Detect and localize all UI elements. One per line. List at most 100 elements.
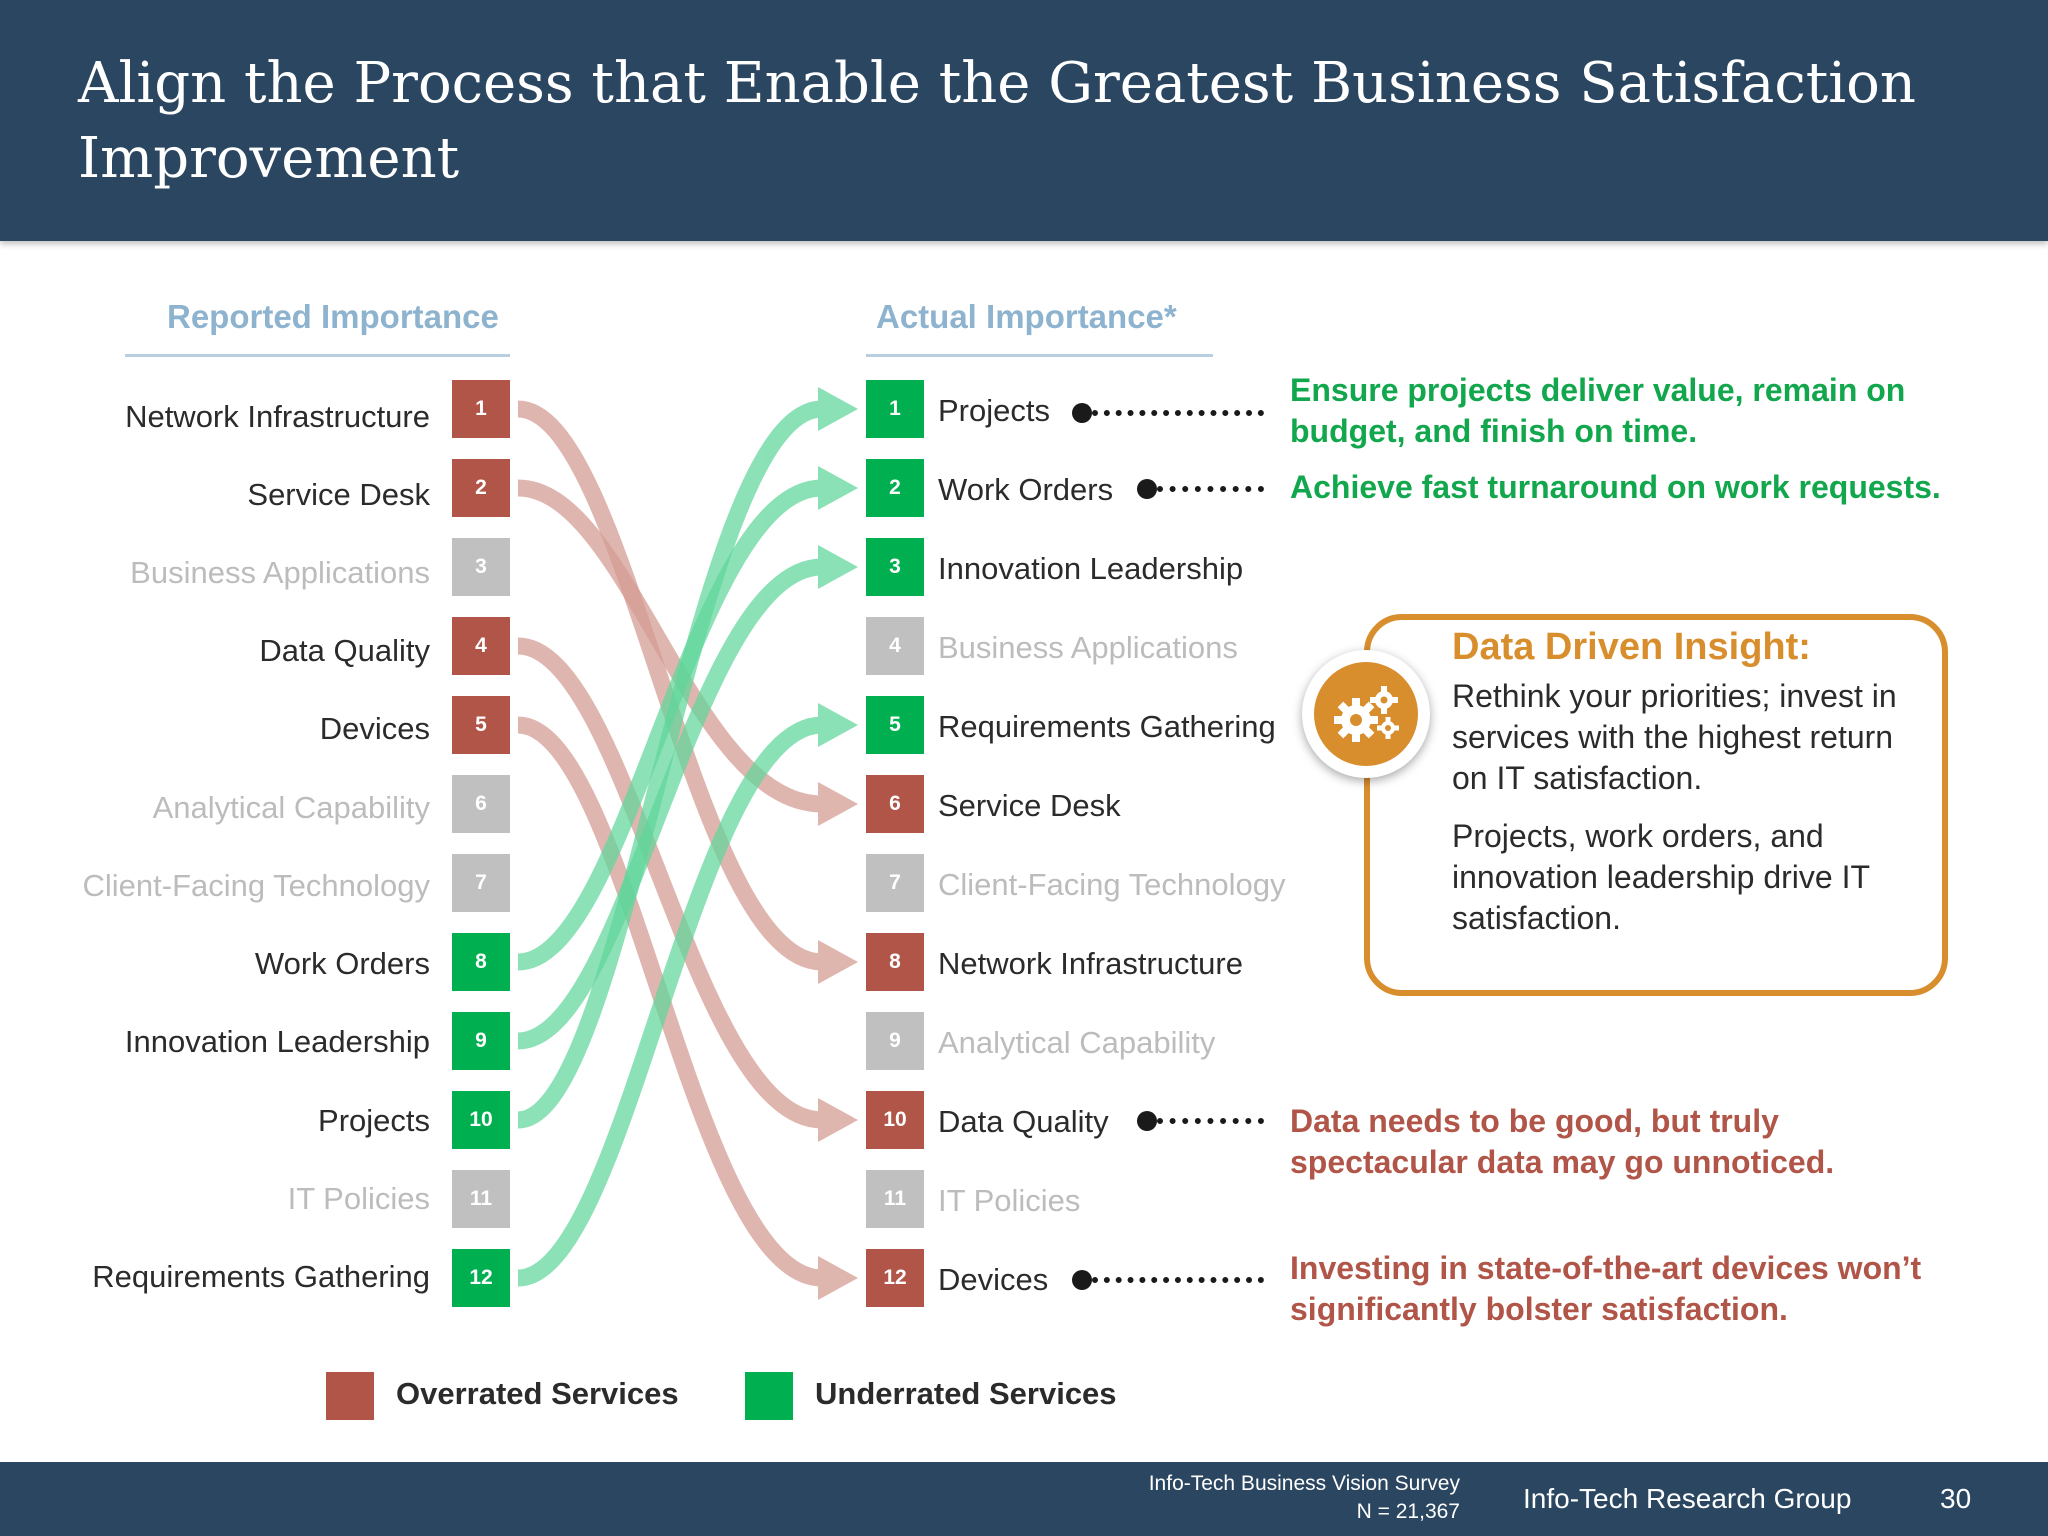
work-orders-connector-line <box>1157 486 1264 492</box>
flow-arrowhead <box>818 782 858 826</box>
devices-connector-dot <box>1072 1270 1092 1290</box>
flow-arrow-underrated <box>516 703 858 1287</box>
reported-rank-badge: 11 <box>452 1170 510 1228</box>
flow-arrowhead <box>818 940 858 984</box>
reported-item-label: Innovation Leadership <box>124 1024 430 1059</box>
flow-path <box>516 400 823 971</box>
reported-rank-badge: 7 <box>452 854 510 912</box>
reported-item-label: Business Applications <box>130 555 430 590</box>
actual-item-label: Work Orders <box>938 472 1114 507</box>
reported-rank-badge: 5 <box>452 696 510 754</box>
legend-overrated-label: Overrated Services <box>396 1376 679 1411</box>
actual-item-label: Devices <box>938 1262 1049 1297</box>
reported-item-label: Service Desk <box>247 477 430 512</box>
reported-item-label: IT Policies <box>287 1181 430 1216</box>
flow-path <box>516 637 823 1129</box>
actual-item-label: Analytical Capability <box>938 1025 1216 1060</box>
reported-importance-header: Reported Importance <box>167 298 499 335</box>
reported-item-label: Requirements Gathering <box>92 1259 430 1294</box>
actual-item-label: Network Infrastructure <box>938 946 1243 981</box>
devices-connector-line <box>1092 1277 1264 1283</box>
flow-arrowhead <box>818 466 858 510</box>
actual-rank-badge: 2 <box>866 459 924 517</box>
legend-underrated-label: Underrated Services <box>815 1376 1117 1411</box>
insight-paragraph-1: Rethink your priorities; invest in servi… <box>1452 678 1897 796</box>
actual-rank-badge: 6 <box>866 775 924 833</box>
reported-item-label: Work Orders <box>254 946 430 981</box>
actual-rank-badge: 8 <box>866 933 924 991</box>
actual-item-label: Requirements Gathering <box>938 709 1276 744</box>
page-title: Align the Process that Enable the Greate… <box>78 51 1916 191</box>
actual-rank-badge: 10 <box>866 1091 924 1149</box>
flow-arrow-overrated <box>516 400 858 984</box>
work-orders-connector-dot <box>1137 479 1157 499</box>
flow-arrow-underrated <box>516 466 858 971</box>
data-quality-connector-line <box>1157 1118 1264 1124</box>
projects-note-line: budget, and finish on time. <box>1290 413 1698 449</box>
reported-rank-badge: 12 <box>452 1249 510 1307</box>
reported-rank-badge: 6 <box>452 775 510 833</box>
reported-header-underline <box>125 354 510 357</box>
actual-rank-badge: 9 <box>866 1012 924 1070</box>
actual-rank-badge: 4 <box>866 617 924 675</box>
actual-importance-header: Actual Importance* <box>876 298 1177 335</box>
actual-rank-badge: 11 <box>866 1170 924 1228</box>
flow-arrow-underrated <box>516 545 858 1050</box>
actual-item-label: Innovation Leadership <box>938 551 1244 586</box>
flow-arrowhead <box>818 545 858 589</box>
gears-icon <box>1314 662 1418 766</box>
flow-path <box>516 716 823 1287</box>
reported-item-label: Analytical Capability <box>152 790 430 825</box>
actual-item-label: Data Quality <box>938 1104 1109 1139</box>
insight-icon-badge <box>1302 650 1430 778</box>
footer-source: Info-Tech Business Vision Survey N = 21,… <box>1149 1470 1460 1526</box>
flow-path <box>516 400 824 1129</box>
actual-rank-badge: 12 <box>866 1249 924 1307</box>
flow-path <box>516 479 823 971</box>
devices-note-line: significantly bolster satisfaction. <box>1290 1291 1788 1327</box>
reported-rank-badge: 8 <box>452 933 510 991</box>
actual-rank-badge: 7 <box>866 854 924 912</box>
flow-arrow-overrated <box>516 637 858 1142</box>
actual-item-label: Client-Facing Technology <box>938 867 1286 902</box>
actual-rank-badge: 3 <box>866 538 924 596</box>
projects-connector-dot <box>1072 403 1092 423</box>
reported-rank-badge: 1 <box>452 380 510 438</box>
insight-paragraph-2: Projects, work orders, and innovation le… <box>1452 818 1870 936</box>
reported-rank-badge: 4 <box>452 617 510 675</box>
actual-rank-badge: 5 <box>866 696 924 754</box>
devices-note-line: Investing in state-of-the-art devices wo… <box>1290 1250 1922 1286</box>
data-quality-connector-dot <box>1137 1111 1157 1131</box>
flow-arrowhead <box>818 703 858 747</box>
footer-sample-size: N = 21,367 <box>1356 1500 1460 1523</box>
devices-note: Investing in state-of-the-art devices wo… <box>1290 1248 1921 1330</box>
reported-rank-badge: 10 <box>452 1091 510 1149</box>
actual-item-label: Business Applications <box>938 630 1238 665</box>
projects-connector-line <box>1092 410 1264 416</box>
insight-title: Data Driven Insight: <box>1452 626 1811 668</box>
header-bar <box>0 0 2048 241</box>
projects-note-line: Ensure projects deliver value, remain on <box>1290 372 1906 408</box>
flow-path <box>516 558 823 1050</box>
data-quality-note-line: spectacular data may go unnoticed. <box>1290 1144 1835 1180</box>
reported-item-label: Network Infrastructure <box>125 399 430 434</box>
insight-box <box>1364 614 1948 996</box>
footer-source-title: Info-Tech Business Vision Survey <box>1148 1472 1460 1495</box>
reported-item-label: Data Quality <box>259 633 430 668</box>
footer-brand: Info-Tech Research Group <box>1523 1483 1852 1514</box>
reported-item-label: Devices <box>319 711 430 746</box>
reported-rank-badge: 2 <box>452 459 510 517</box>
reported-item-label: Client-Facing Technology <box>82 868 430 903</box>
legend-underrated-swatch <box>745 1372 793 1420</box>
footer-bar <box>0 1462 2048 1536</box>
reported-rank-badge: 9 <box>452 1012 510 1070</box>
actual-rank-badge: 1 <box>866 380 924 438</box>
data-quality-note: Data needs to be good, but truly spectac… <box>1290 1101 1834 1183</box>
flow-arrow-overrated <box>517 479 858 826</box>
flow-arrowhead <box>818 387 858 431</box>
flow-path <box>517 479 823 813</box>
work-orders-note: Achieve fast turnaround on work requests… <box>1290 469 1941 505</box>
flow-arrowhead <box>818 1098 858 1142</box>
actual-item-label: IT Policies <box>938 1183 1081 1218</box>
